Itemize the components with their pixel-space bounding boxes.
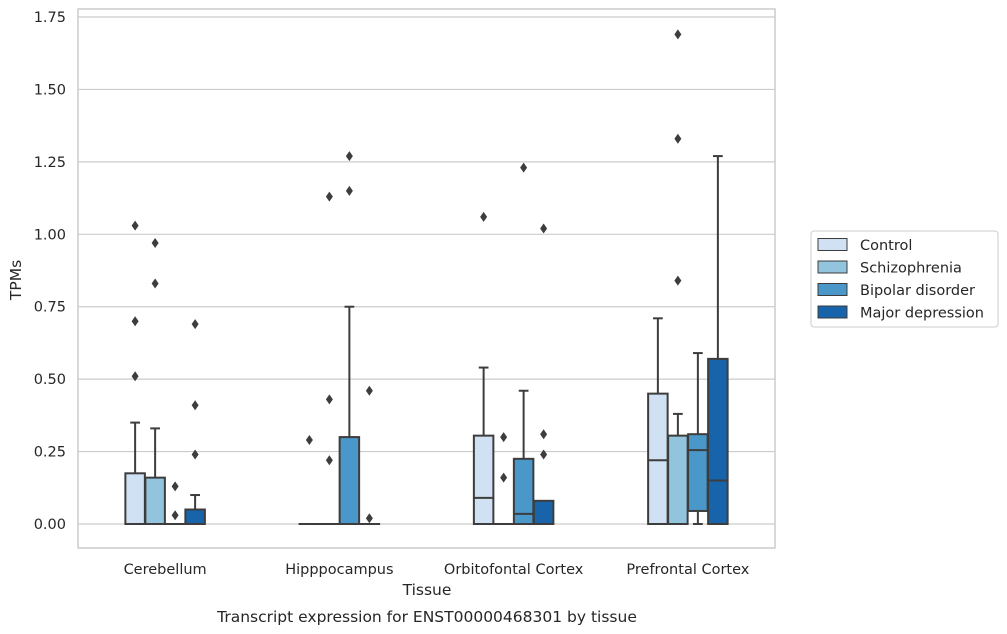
- box-schizophrenia: [144, 237, 166, 526]
- outlier-point: [674, 133, 682, 144]
- outlier-point: [325, 191, 333, 202]
- box-bipolar-disorder: [164, 481, 186, 526]
- box-body: [532, 499, 555, 526]
- y-tick-label: 1.25: [34, 155, 66, 171]
- legend-label: Major depression: [860, 306, 984, 322]
- box-major-depression: [707, 155, 729, 525]
- plot-frame: [77, 8, 776, 549]
- legend-swatch: [817, 305, 848, 319]
- box-body: [512, 457, 535, 526]
- box-layer: [124, 29, 729, 526]
- box-schizophrenia: [492, 432, 515, 526]
- box-body: [687, 433, 709, 512]
- legend-label: Schizophrenia: [860, 261, 962, 277]
- y-tick-label: 0.25: [34, 445, 66, 461]
- y-tick-label: 1.75: [34, 10, 66, 26]
- legend-swatch: [817, 260, 848, 274]
- x-axis-ticks: Cerebellum Hipppocampus Orbitofontal Corte…: [124, 562, 750, 578]
- outlier-point: [191, 449, 199, 460]
- outlier-point: [345, 185, 353, 196]
- box-control: [298, 434, 321, 526]
- x-tick-label: Prefrontal Cortex: [626, 562, 749, 578]
- box-control: [647, 317, 669, 526]
- outlier-point: [191, 400, 199, 411]
- outlier-point: [540, 223, 548, 234]
- box-body: [144, 476, 166, 526]
- box-bipolar-disorder: [512, 162, 535, 526]
- outlier-point: [540, 449, 548, 460]
- legend-swatch: [817, 238, 848, 251]
- box-body: [124, 472, 146, 525]
- outlier-point: [131, 316, 139, 327]
- y-tick-label: 0.00: [34, 517, 66, 533]
- outlier-point: [674, 29, 682, 40]
- x-tick-label: Orbitofontal Cortex: [444, 562, 584, 578]
- outlier-point: [151, 278, 159, 289]
- outlier-point: [345, 151, 353, 162]
- box-body: [472, 434, 495, 526]
- outlier-point: [191, 319, 199, 330]
- box-bipolar-disorder: [687, 352, 709, 525]
- x-tick-label: Hipppocampus: [285, 562, 393, 578]
- box-control: [472, 211, 495, 526]
- outlier-point: [171, 510, 179, 521]
- outlier-point: [500, 432, 508, 443]
- box-body: [338, 436, 361, 525]
- legend-label: Bipolar disorder: [860, 283, 975, 299]
- outlier-point: [131, 220, 139, 231]
- box-major-depression: [532, 223, 555, 526]
- legend-swatch: [817, 283, 848, 296]
- box-schizophrenia: [318, 191, 341, 526]
- y-tick-label: 1.50: [34, 82, 66, 98]
- box-bipolar-disorder: [338, 151, 361, 525]
- y-tick-label: 0.75: [34, 300, 66, 316]
- y-axis-ticks: 0.00 0.25 0.50 0.75 1.00 1.25 1.50 1.75: [34, 10, 66, 533]
- box-body: [184, 508, 206, 526]
- box-control: [124, 220, 146, 525]
- outlier-point: [500, 472, 508, 483]
- y-tick-label: 1.00: [34, 227, 66, 243]
- chart-caption: Transcript expression for ENST0000046830…: [216, 608, 637, 626]
- box-major-depression: [358, 385, 381, 526]
- outlier-point: [325, 394, 333, 405]
- legend-label: Control: [860, 238, 912, 254]
- outlier-point: [480, 211, 488, 222]
- outlier-point: [365, 385, 373, 396]
- box-major-depression: [184, 319, 206, 526]
- box-body: [647, 392, 669, 526]
- box-schizophrenia: [667, 29, 689, 526]
- y-tick-label: 0.50: [34, 372, 66, 388]
- y-axis-label: TPMs: [7, 260, 25, 301]
- box-body: [707, 357, 729, 525]
- outlier-point: [325, 455, 333, 466]
- legend-frame: [810, 230, 999, 328]
- outlier-point: [540, 429, 548, 440]
- outlier-point: [305, 434, 313, 445]
- outlier-point: [151, 237, 159, 248]
- box-body: [667, 434, 689, 526]
- x-tick-label: Cerebellum: [124, 562, 207, 578]
- outlier-point: [171, 481, 179, 492]
- legend: Control Schizophrenia Bipolar disorder Majo…: [810, 230, 999, 328]
- outlier-point: [674, 275, 682, 286]
- outlier-point: [520, 162, 528, 173]
- x-axis-label: Tissue: [402, 581, 452, 599]
- outlier-point: [131, 371, 139, 382]
- outlier-point: [365, 513, 373, 524]
